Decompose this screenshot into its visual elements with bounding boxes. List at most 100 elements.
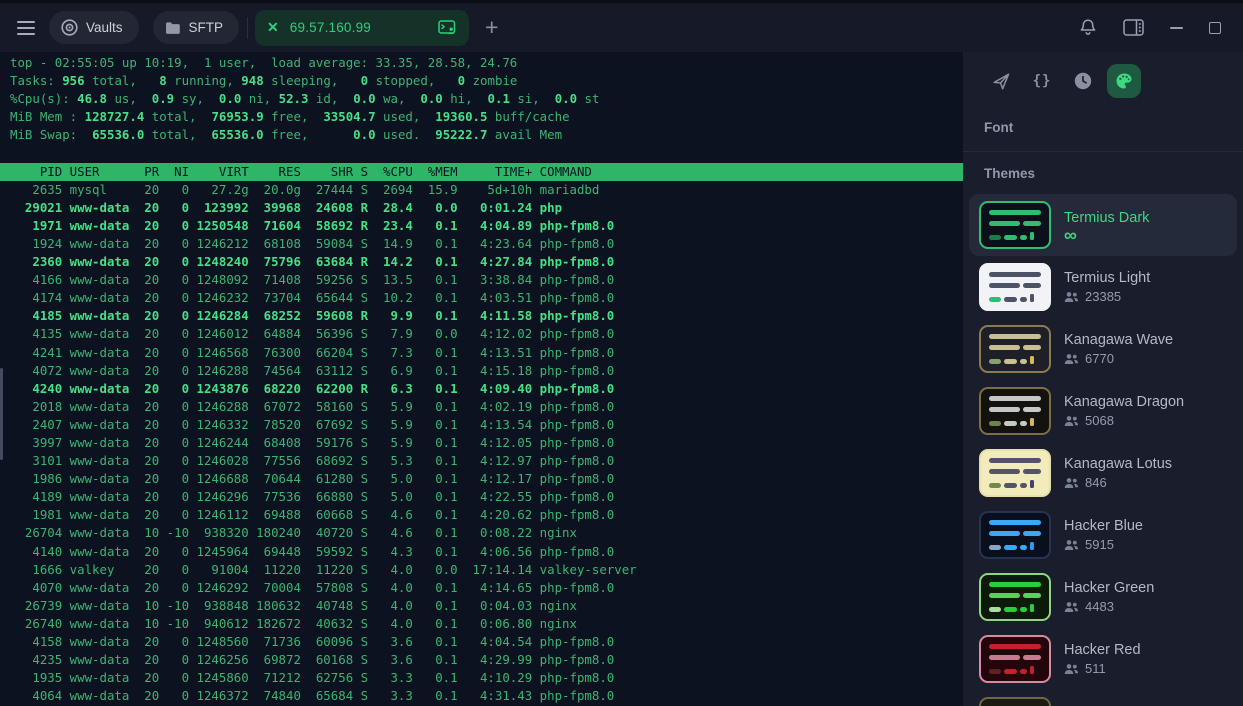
close-tab-icon[interactable]: ✕ [267,19,279,35]
terminal-scrollbar[interactable] [0,368,3,460]
themes-section-header[interactable]: Themes [984,166,1036,181]
themes-palette-icon[interactable] [1107,64,1141,98]
sftp-button[interactable]: SFTP [152,11,240,44]
theme-item[interactable]: Termius Dark ∞ [969,194,1237,256]
people-icon [1064,353,1079,364]
process-row: 29021 www-data 20 0 123992 39968 24608 R… [10,199,563,215]
process-row: 4070 www-data 20 0 1246292 70004 57808 S… [10,579,615,595]
theme-thumbnail [979,573,1051,621]
theme-thumbnail [979,263,1051,311]
process-row: 4166 www-data 20 0 1248092 71408 59256 S… [10,272,615,288]
theme-thumbnail [979,697,1051,706]
minimize-window-button[interactable] [1170,26,1183,29]
process-row: 1981 www-data 20 0 1246112 69488 60668 S… [10,507,615,523]
themes-list: Termius Dark ∞ Termius Light 23385 ∞ [963,194,1243,706]
theme-item[interactable]: Hacker Blue 5915 ∞ [969,504,1237,566]
process-table-header: PID USER PR NI VIRT RES SHR S %CPU %MEM … [0,162,963,181]
maximize-window-button[interactable] [1209,21,1221,34]
process-row: 4185 www-data 20 0 1246284 68252 59608 R… [10,308,615,324]
theme-name: Kanagawa Lotus [1064,456,1173,472]
process-row: 26739 www-data 10 -10 938848 180632 4074… [10,597,577,613]
theme-user-count: 23385 [1064,289,1150,304]
theme-user-count: 4483 [1064,599,1154,614]
theme-thumbnail [979,511,1051,559]
process-row: 3997 www-data 20 0 1246244 68408 59176 S… [10,434,615,450]
terminal-output: top - 02:55:05 up 10:19, 1 user, load av… [0,52,963,705]
theme-user-count: 6770 [1064,351,1173,366]
theme-user-count: 846 [1064,475,1172,490]
theme-name: Hacker Blue [1064,518,1143,534]
theme-user-count: 511 [1064,661,1141,676]
notifications-bell-icon[interactable] [1079,18,1097,37]
theme-item[interactable]: ∞ [969,690,1237,706]
theme-thumbnail [979,449,1051,497]
theme-name: Hacker Green [1064,580,1155,596]
process-row: 4158 www-data 20 0 1248560 71736 60096 S… [10,634,615,649]
theme-thumbnail [979,635,1051,683]
font-section-header[interactable]: Font [984,120,1014,135]
terminal-tab[interactable]: ✕ 69.57.160.99 [255,9,470,46]
process-row: 1935 www-data 20 0 1245860 71212 62756 S… [10,670,615,686]
theme-item[interactable]: Kanagawa Wave 6770 ∞ [969,318,1237,380]
send-command-icon[interactable] [984,64,1018,98]
new-tab-button[interactable]: + [485,14,499,40]
vault-icon [61,19,78,36]
process-row: 4064 www-data 20 0 1246372 74840 65684 S… [10,688,615,704]
process-row: 26704 www-data 10 -10 938320 180240 4072… [10,525,577,541]
process-row: 4135 www-data 20 0 1246012 64884 56396 S… [10,326,615,342]
theme-item[interactable]: Hacker Green 4483 ∞ [969,566,1237,628]
process-row: 2018 www-data 20 0 1246288 67072 58160 S… [10,398,615,414]
theme-thumbnail [979,325,1051,373]
process-row: 4240 www-data 20 0 1243876 68220 62200 R… [10,380,615,396]
terminal-line: MiB Swap: 65536.0 total, 65536.0 free, 0… [10,127,563,143]
sidebar-toolbar: {} [963,52,1243,98]
theme-item[interactable]: Kanagawa Lotus 846 ∞ [969,442,1237,504]
terminal-pane[interactable]: top - 02:55:05 up 10:19, 1 user, load av… [0,52,963,706]
process-row: 4140 www-data 20 0 1245964 69448 59592 S… [10,543,615,559]
theme-user-count: 5915 [1064,537,1143,552]
sftp-button-label: SFTP [188,20,224,35]
theme-name: Kanagawa Wave [1064,332,1174,348]
hamburger-menu-icon[interactable] [17,20,35,35]
terminal-host-icon [438,20,456,34]
toggle-side-panel-icon[interactable] [1123,19,1144,36]
terminal-line: %Cpu(s): 46.8 us, 0.9 sy, 0.0 ni, 52.3 i… [10,91,600,107]
folder-icon [165,21,181,35]
process-row: 4241 www-data 20 0 1246568 76300 66204 S… [10,344,615,360]
terminal-line: top - 02:55:05 up 10:19, 1 user, load av… [10,55,518,70]
process-row: 4072 www-data 20 0 1246288 74564 63112 S… [10,362,615,378]
people-icon [1064,601,1079,612]
tab-host-label: 69.57.160.99 [289,20,372,35]
people-icon [1064,291,1079,302]
people-icon [1064,415,1079,426]
process-row: 1666 valkey 20 0 91004 11220 11220 S 4.0… [10,561,637,577]
process-row: 1924 www-data 20 0 1246212 68108 59084 S… [10,235,615,251]
right-sidebar: {} Font Themes Termius Dark [963,52,1243,706]
theme-item[interactable]: Hacker Red 511 ∞ [969,628,1237,690]
tab-separator [247,16,249,39]
theme-thumbnail [979,201,1051,249]
vaults-button[interactable]: Vaults [49,11,139,44]
process-row: 1971 www-data 20 0 1250548 71604 58692 R… [10,217,615,233]
infinity-icon: ∞ [1064,224,1077,245]
snippets-icon[interactable]: {} [1032,73,1052,89]
terminal-line: MiB Mem : 128727.4 total, 76953.9 free, … [10,109,570,125]
people-icon [1064,477,1079,488]
theme-name: Termius Dark [1064,209,1150,226]
process-row: 4235 www-data 20 0 1246256 69872 60168 S… [10,652,615,668]
process-row: 2360 www-data 20 0 1248240 75796 63684 R… [10,254,615,270]
terminal-line: Tasks: 956 total, 8 running, 948 sleepin… [10,73,518,89]
process-row: 3101 www-data 20 0 1246028 77556 68692 S… [10,453,615,469]
theme-name: Kanagawa Dragon [1064,394,1185,410]
vaults-button-label: Vaults [86,20,123,35]
theme-item[interactable]: Termius Light 23385 ∞ [969,256,1237,318]
history-clock-icon[interactable] [1066,64,1100,98]
theme-thumbnail [979,387,1051,435]
topbar: Vaults SFTP ✕ 69.57.160.99 + [0,0,1243,52]
process-row: 2407 www-data 20 0 1246332 78520 67692 S… [10,416,615,432]
theme-name: Termius Light [1064,270,1151,286]
theme-item[interactable]: Kanagawa Dragon 5068 ∞ [969,380,1237,442]
process-row: 26740 www-data 10 -10 940612 182672 4063… [10,615,577,631]
process-row: 4174 www-data 20 0 1246232 73704 65644 S… [10,290,615,306]
